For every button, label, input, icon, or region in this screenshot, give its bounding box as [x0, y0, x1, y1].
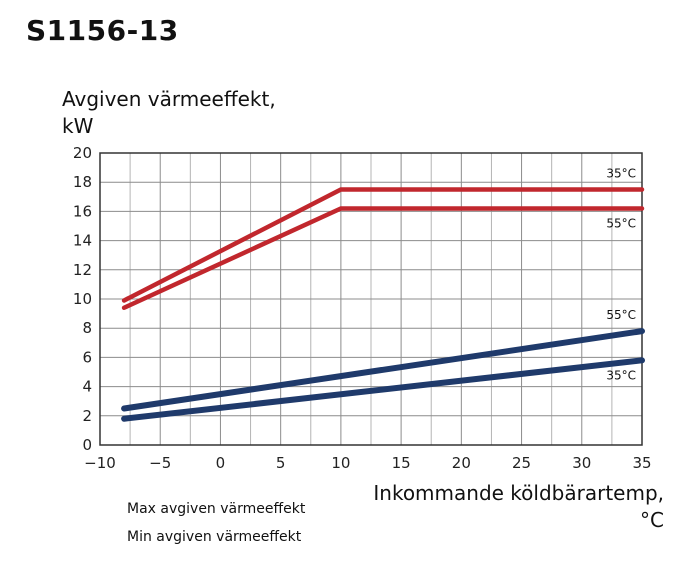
x-tick-label: 20	[452, 454, 471, 472]
y-tick-label: 10	[73, 290, 92, 308]
y-tick-label: 12	[73, 261, 92, 279]
series-line-min-3	[121, 357, 645, 422]
series-label-min-2: 55°C	[606, 308, 636, 322]
x-tick-label: 35	[632, 454, 651, 472]
y-axis-label-line2: kW	[62, 114, 94, 138]
series-label-min-3: 35°C	[606, 368, 636, 382]
x-tick-label: 5	[276, 454, 286, 472]
x-tick-label: −10	[84, 454, 116, 472]
x-tick-label: 25	[512, 454, 531, 472]
x-tick-label: 30	[572, 454, 591, 472]
y-tick-label: 2	[82, 407, 92, 425]
x-tick-label: 0	[216, 454, 226, 472]
y-axis-label: Avgiven värmeeffekt, kW	[62, 86, 276, 140]
y-tick-label: 4	[82, 378, 92, 396]
y-tick-label: 0	[82, 436, 92, 454]
x-axis-label-line2: °C	[640, 508, 664, 532]
y-tick-label: 18	[73, 173, 92, 191]
legend-item-max: Max avgiven värmeeffekt	[127, 501, 306, 517]
plot-frame	[99, 152, 643, 446]
series-line-min-2	[121, 328, 645, 412]
x-axis-label: Inkommande köldbärartemp, °C	[344, 480, 664, 534]
y-tick-label: 14	[73, 232, 92, 250]
y-tick-label: 20	[73, 144, 92, 162]
y-tick-label: 16	[73, 202, 92, 220]
legend-item-min: Min avgiven värmeeffekt	[127, 529, 302, 545]
series-label-max-1: 55°C	[606, 216, 636, 230]
series-line-max-0	[121, 187, 645, 303]
page-title: S1156-13	[26, 14, 179, 47]
y-tick-label: 8	[82, 319, 92, 337]
x-tick-label: 10	[331, 454, 350, 472]
x-axis-label-line1: Inkommande köldbärartemp,	[373, 481, 664, 505]
series-line-max-1	[121, 206, 645, 311]
x-tick-label: 15	[392, 454, 411, 472]
x-tick-label: −5	[149, 454, 171, 472]
series-label-max-0: 35°C	[606, 167, 636, 181]
y-axis-label-line1: Avgiven värmeeffekt,	[62, 87, 276, 111]
y-tick-label: 6	[82, 348, 92, 366]
